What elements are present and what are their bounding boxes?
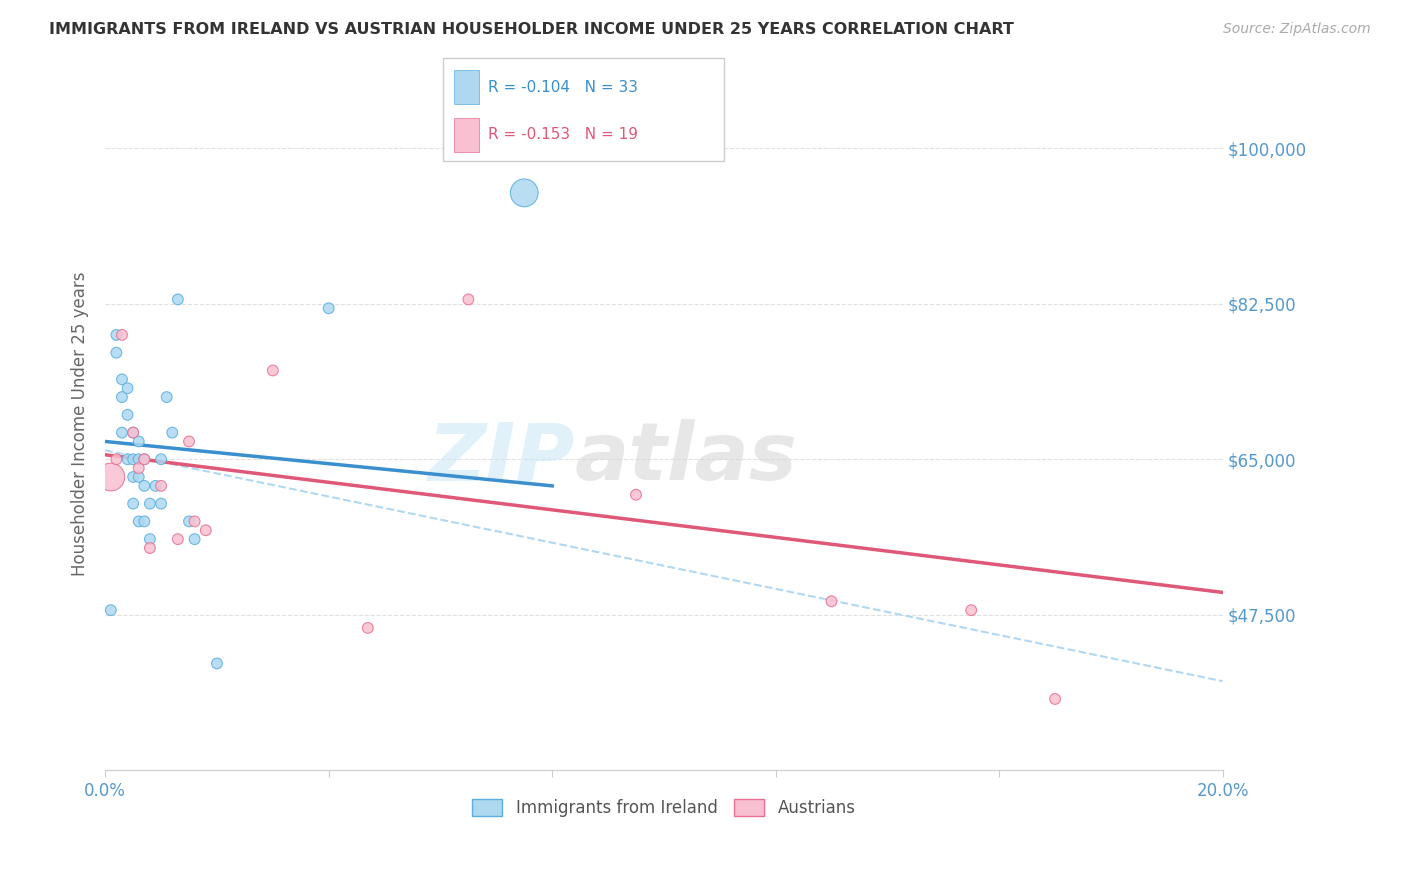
Point xyxy=(134,452,156,467)
Point xyxy=(117,381,139,395)
Point xyxy=(122,425,145,440)
Point xyxy=(105,327,128,342)
Point xyxy=(166,532,188,546)
Point xyxy=(128,470,150,484)
Point xyxy=(318,301,340,316)
Point xyxy=(134,515,156,529)
Point xyxy=(128,452,150,467)
Point xyxy=(117,452,139,467)
Point xyxy=(357,621,380,635)
Point xyxy=(111,390,134,404)
Point xyxy=(457,293,479,307)
Y-axis label: Householder Income Under 25 years: Householder Income Under 25 years xyxy=(72,271,89,576)
Point xyxy=(162,425,184,440)
Text: Source: ZipAtlas.com: Source: ZipAtlas.com xyxy=(1223,22,1371,37)
Point xyxy=(105,345,128,359)
Point xyxy=(122,452,145,467)
Point xyxy=(117,408,139,422)
Text: ZIP: ZIP xyxy=(427,419,575,498)
Point xyxy=(183,515,205,529)
Point xyxy=(262,363,284,377)
Point xyxy=(624,488,647,502)
Point xyxy=(150,452,173,467)
Point xyxy=(150,497,173,511)
Point xyxy=(820,594,842,608)
Point xyxy=(139,532,162,546)
Point xyxy=(134,452,156,467)
Legend: Immigrants from Ireland, Austrians: Immigrants from Ireland, Austrians xyxy=(465,792,862,824)
Point xyxy=(205,657,228,671)
Point xyxy=(194,523,217,537)
Point xyxy=(139,541,162,555)
Point xyxy=(111,425,134,440)
Point xyxy=(134,479,156,493)
Text: R = -0.104   N = 33: R = -0.104 N = 33 xyxy=(488,80,638,95)
Point xyxy=(150,479,173,493)
Point xyxy=(128,434,150,449)
Point xyxy=(156,390,179,404)
Point xyxy=(177,515,200,529)
Point xyxy=(122,497,145,511)
Point xyxy=(111,372,134,386)
Point xyxy=(1043,692,1066,706)
Point xyxy=(100,470,122,484)
Point xyxy=(100,603,122,617)
Text: IMMIGRANTS FROM IRELAND VS AUSTRIAN HOUSEHOLDER INCOME UNDER 25 YEARS CORRELATIO: IMMIGRANTS FROM IRELAND VS AUSTRIAN HOUS… xyxy=(49,22,1014,37)
Point xyxy=(128,515,150,529)
Point xyxy=(183,532,205,546)
Point xyxy=(177,434,200,449)
Point xyxy=(128,461,150,475)
Point xyxy=(111,327,134,342)
Point xyxy=(122,470,145,484)
Text: atlas: atlas xyxy=(575,419,797,498)
Point xyxy=(166,293,188,307)
Point xyxy=(513,186,536,200)
Point xyxy=(145,479,167,493)
Point xyxy=(960,603,983,617)
Point xyxy=(139,497,162,511)
Point xyxy=(122,425,145,440)
Point xyxy=(105,452,128,467)
Text: R = -0.153   N = 19: R = -0.153 N = 19 xyxy=(488,128,638,142)
